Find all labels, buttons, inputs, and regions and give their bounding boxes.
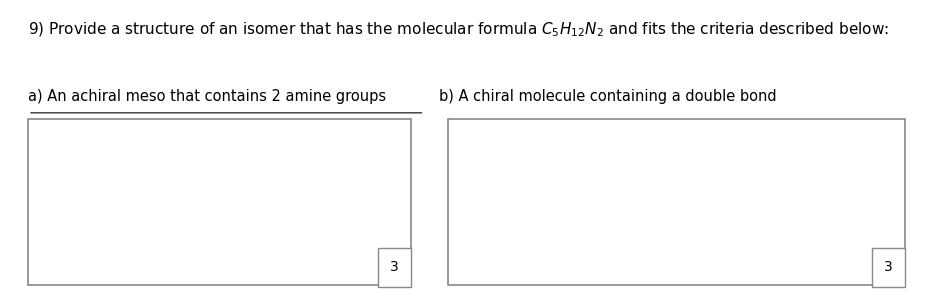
Text: 9) Provide a structure of an isomer that has the molecular formula $C_5H_{12}N_2: 9) Provide a structure of an isomer that… (28, 21, 889, 39)
Text: 3: 3 (884, 260, 893, 274)
Text: 3: 3 (390, 260, 398, 274)
Bar (28, 119, 411, 285)
Text: b) A chiral molecule containing a double bond: b) A chiral molecule containing a double… (439, 89, 776, 104)
Bar (378, 248, 411, 287)
Text: a) An achiral meso that contains 2 amine groups: a) An achiral meso that contains 2 amine… (28, 89, 386, 104)
Bar (872, 248, 905, 287)
Bar (448, 119, 905, 285)
